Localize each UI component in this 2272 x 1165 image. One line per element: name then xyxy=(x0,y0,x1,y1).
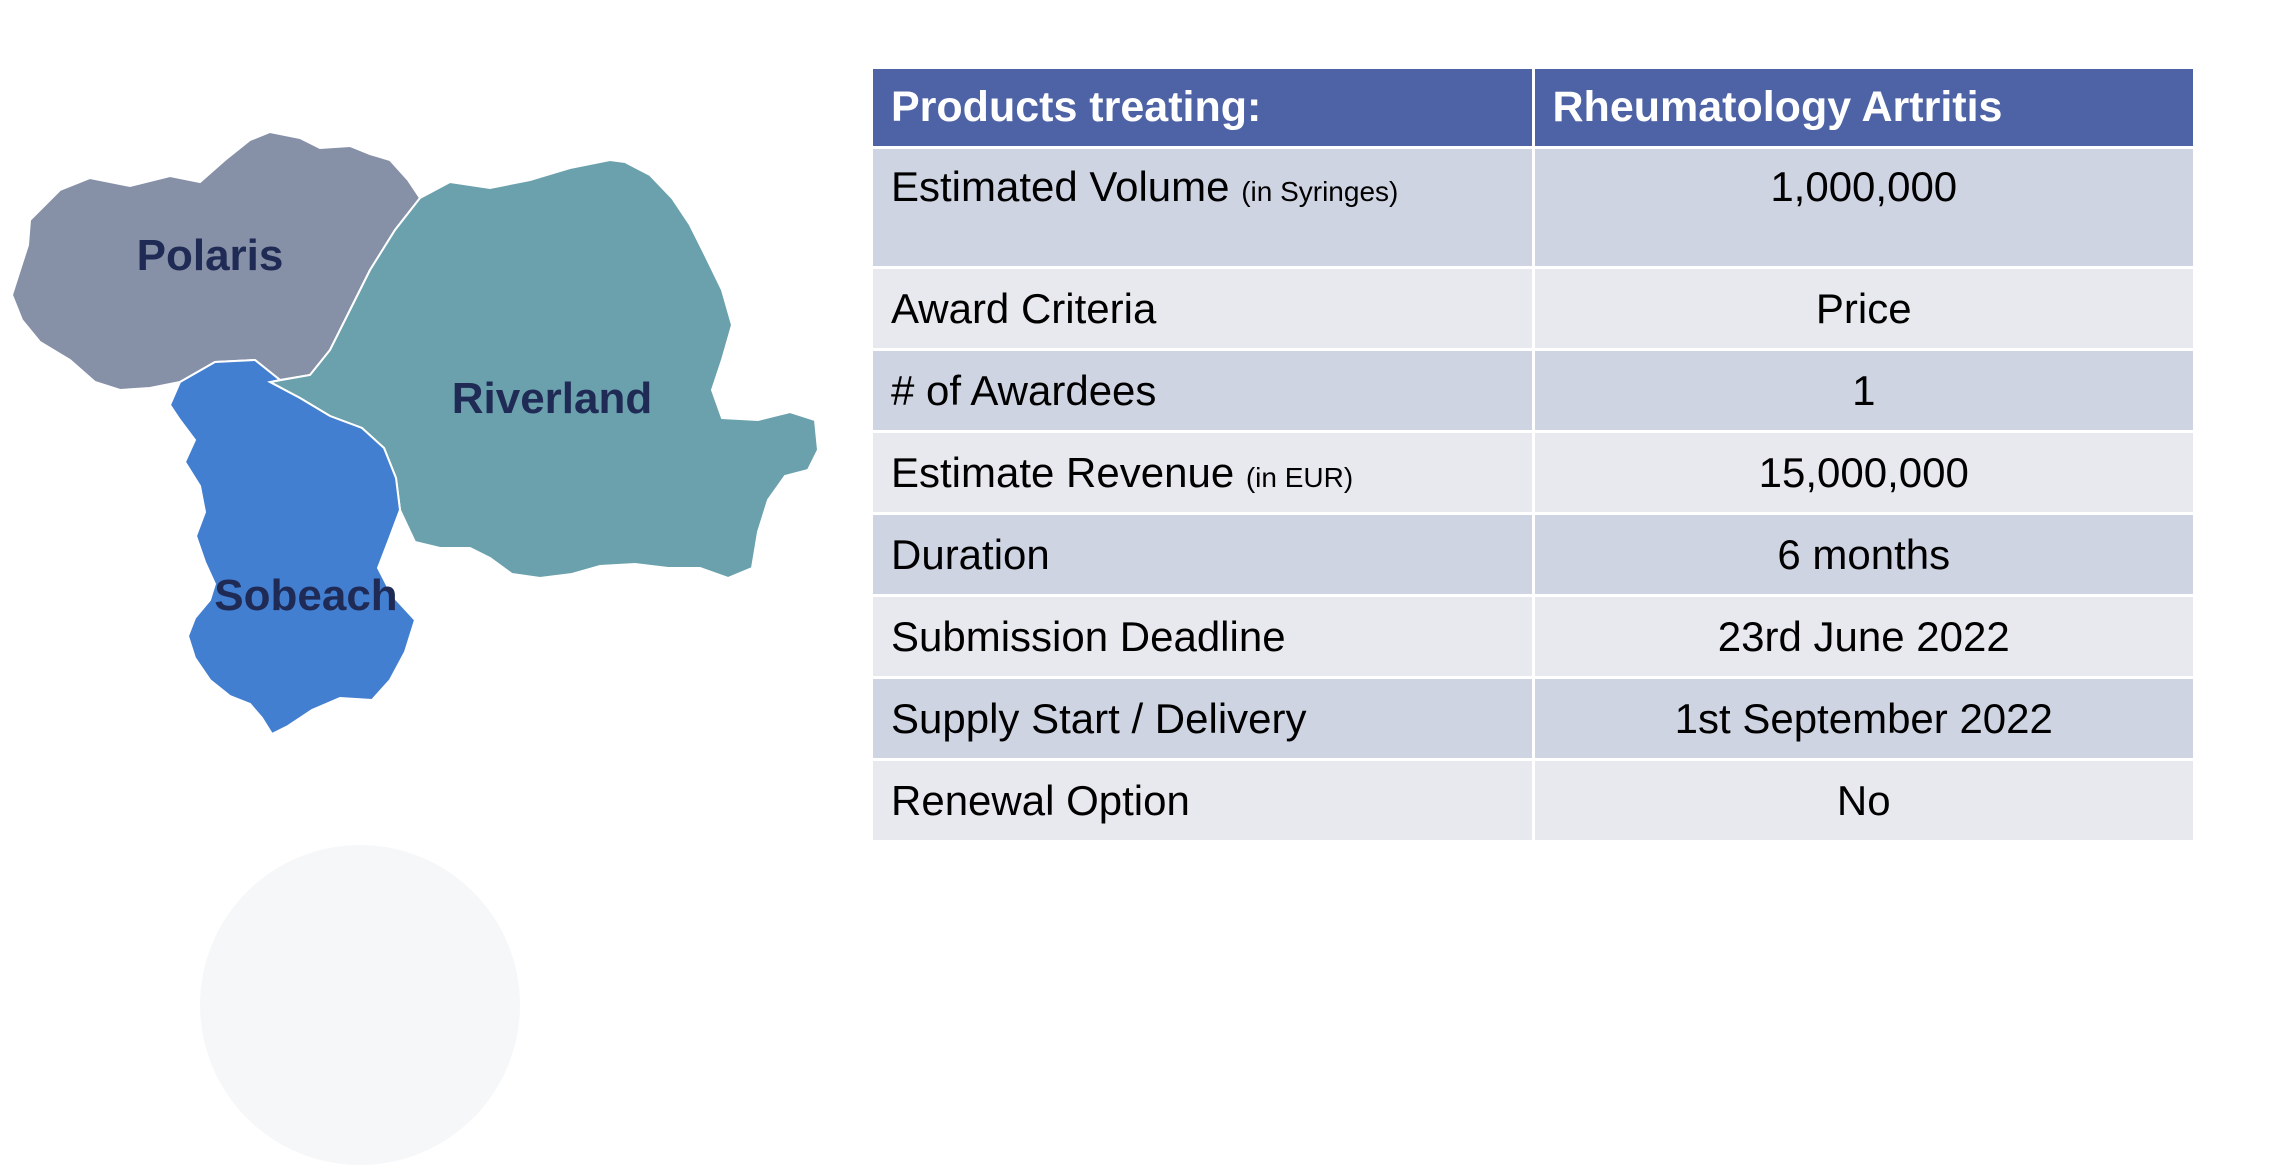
background-circle xyxy=(200,845,520,1165)
header-value-cell: Rheumatology Artritis xyxy=(1531,66,2196,149)
region-label-sobeach: Sobeach xyxy=(214,571,397,620)
row-key-cell: # of Awardees xyxy=(870,348,1535,433)
region-label-riverland: Riverland xyxy=(452,374,653,423)
row-key-cell: Estimated Volume (in Syringes) xyxy=(870,146,1535,269)
row-value-cell: 1 xyxy=(1531,348,2196,433)
table-row-supply-start: Supply Start / Delivery 1st September 20… xyxy=(870,676,2196,761)
row-value-cell: 15,000,000 xyxy=(1531,430,2196,515)
row-key-cell: Supply Start / Delivery xyxy=(870,676,1535,761)
row-key-cell: Renewal Option xyxy=(870,758,1535,843)
region-map-svg: Polaris Riverland Sobeach xyxy=(10,130,820,736)
row-key-cell: Estimate Revenue (in EUR) xyxy=(870,430,1535,515)
table-row-awardees: # of Awardees 1 xyxy=(870,348,2196,433)
row-key-label: Estimate Revenue xyxy=(891,448,1235,496)
row-key-cell: Submission Deadline xyxy=(870,594,1535,679)
row-key-unit: (in EUR) xyxy=(1245,461,1354,493)
row-key-unit: (in Syringes) xyxy=(1241,176,1399,207)
header-key-cell: Products treating: xyxy=(870,66,1535,149)
row-value-cell: No xyxy=(1531,758,2196,843)
row-value-cell: 1,000,000 xyxy=(1531,146,2196,269)
table-row-estimate-revenue: Estimate Revenue (in EUR) 15,000,000 xyxy=(870,430,2196,515)
table-row-renewal-option: Renewal Option No xyxy=(870,758,2196,843)
table-row-submission-deadline: Submission Deadline 23rd June 2022 xyxy=(870,594,2196,679)
table-row-estimated-volume: Estimated Volume (in Syringes) 1,000,000 xyxy=(870,146,2196,269)
region-label-polaris: Polaris xyxy=(137,231,284,280)
table-header-row: Products treating: Rheumatology Artritis xyxy=(870,66,2196,149)
row-value-cell: 1st September 2022 xyxy=(1531,676,2196,761)
row-key-label: Estimated Volume xyxy=(891,163,1230,210)
row-value-cell: 23rd June 2022 xyxy=(1531,594,2196,679)
row-value-cell: 6 months xyxy=(1531,512,2196,597)
table-row-duration: Duration 6 months xyxy=(870,512,2196,597)
region-sobeach xyxy=(168,358,417,736)
row-key-cell: Award Criteria xyxy=(870,266,1535,351)
row-value-cell: Price xyxy=(1531,266,2196,351)
tender-details-table: Products treating: Rheumatology Artritis… xyxy=(870,66,2196,843)
row-key-cell: Duration xyxy=(870,512,1535,597)
region-map: Polaris Riverland Sobeach xyxy=(0,120,830,740)
table-row-award-criteria: Award Criteria Price xyxy=(870,266,2196,351)
